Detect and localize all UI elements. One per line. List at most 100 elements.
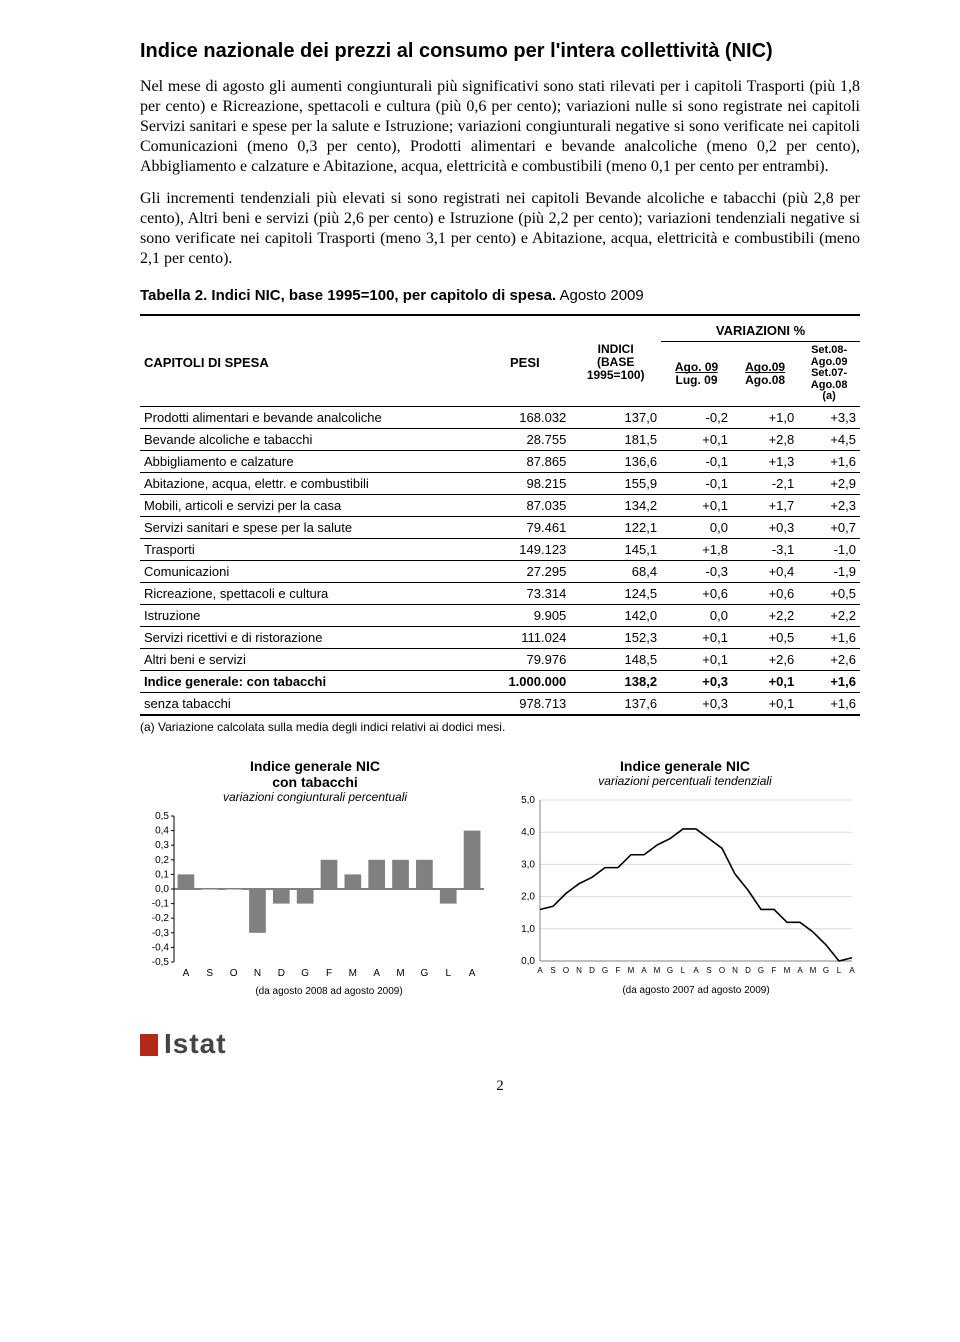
table-cell: 168.032 bbox=[479, 406, 570, 428]
col-indici: INDICI (BASE 1995=100) bbox=[570, 320, 661, 406]
table-cell: Servizi ricettivi e di ristorazione bbox=[140, 626, 479, 648]
bar-chart-box: Indice generale NIC con tabacchi variazi… bbox=[140, 758, 490, 1000]
table-row: Prodotti alimentari e bevande analcolich… bbox=[140, 406, 860, 428]
logo-accent-bar bbox=[140, 1034, 158, 1056]
table-row: Ricreazione, spettacoli e cultura73.3141… bbox=[140, 582, 860, 604]
svg-text:N: N bbox=[732, 966, 738, 975]
line-chart-sub: variazioni percentuali tendenziali bbox=[510, 774, 860, 788]
line-chart-box: Indice generale NIC variazioni percentua… bbox=[510, 758, 860, 1000]
svg-text:G: G bbox=[420, 968, 428, 979]
svg-text:N: N bbox=[254, 968, 261, 979]
table-cell: +0,1 bbox=[661, 648, 732, 670]
col-v1a: Ago. 09 bbox=[675, 360, 718, 374]
table-cell: 137,6 bbox=[570, 692, 661, 715]
svg-text:D: D bbox=[745, 966, 751, 975]
table-cell: +0,3 bbox=[661, 692, 732, 715]
table-cell: 145,1 bbox=[570, 538, 661, 560]
table-cell: 124,5 bbox=[570, 582, 661, 604]
table-cell: 142,0 bbox=[570, 604, 661, 626]
table-cell: 134,2 bbox=[570, 494, 661, 516]
table-cell: 1.000.000 bbox=[479, 670, 570, 692]
table-cell: +3,3 bbox=[798, 406, 860, 428]
svg-text:0,0: 0,0 bbox=[155, 884, 169, 895]
table-cell: -1,9 bbox=[798, 560, 860, 582]
table-cell: +2,2 bbox=[732, 604, 798, 626]
svg-text:S: S bbox=[550, 966, 555, 975]
svg-text:O: O bbox=[719, 966, 725, 975]
page-number: 2 bbox=[140, 1078, 860, 1095]
table-cell: 138,2 bbox=[570, 670, 661, 692]
table-cell: 136,6 bbox=[570, 450, 661, 472]
col-v2: Ago.09 Ago.08 bbox=[732, 342, 798, 407]
table-row: Comunicazioni27.29568,4-0,3+0,4-1,9 bbox=[140, 560, 860, 582]
svg-text:D: D bbox=[589, 966, 595, 975]
svg-text:D: D bbox=[278, 968, 285, 979]
table-cell: +0,1 bbox=[732, 692, 798, 715]
svg-text:M: M bbox=[784, 966, 791, 975]
col-pesi: PESI bbox=[479, 320, 570, 406]
svg-text:A: A bbox=[641, 966, 647, 975]
svg-text:G: G bbox=[667, 966, 673, 975]
svg-text:M: M bbox=[396, 968, 404, 979]
table-caption: Tabella 2. Indici NIC, base 1995=100, pe… bbox=[140, 287, 860, 304]
table-cell: 122,1 bbox=[570, 516, 661, 538]
svg-text:-0,5: -0,5 bbox=[152, 957, 170, 968]
table-cell: 0,0 bbox=[661, 516, 732, 538]
table-cell: +1,6 bbox=[798, 450, 860, 472]
charts-row: Indice generale NIC con tabacchi variazi… bbox=[140, 758, 860, 1000]
svg-text:-0,1: -0,1 bbox=[152, 898, 170, 909]
table-cell: +2,2 bbox=[798, 604, 860, 626]
bar-chart-svg: -0,5-0,4-0,3-0,2-0,10,00,10,20,30,40,5AS… bbox=[140, 810, 490, 1000]
table-row: senza tabacchi978.713137,6+0,3+0,1+1,6 bbox=[140, 692, 860, 715]
table-cell: 149.123 bbox=[479, 538, 570, 560]
svg-text:A: A bbox=[183, 968, 190, 979]
table-cell: 148,5 bbox=[570, 648, 661, 670]
table-row: Altri beni e servizi79.976148,5+0,1+2,6+… bbox=[140, 648, 860, 670]
table-row: Indice generale: con tabacchi1.000.00013… bbox=[140, 670, 860, 692]
table-cell: -3,1 bbox=[732, 538, 798, 560]
table-cell: 79.461 bbox=[479, 516, 570, 538]
table-cell: +2,9 bbox=[798, 472, 860, 494]
table-cell: Comunicazioni bbox=[140, 560, 479, 582]
table-cell: +1,6 bbox=[798, 692, 860, 715]
svg-text:2,0: 2,0 bbox=[521, 891, 535, 902]
table-cell: 9.905 bbox=[479, 604, 570, 626]
indices-table: CAPITOLI DI SPESA PESI INDICI (BASE 1995… bbox=[140, 314, 860, 716]
table-cell: 137,0 bbox=[570, 406, 661, 428]
table-cell: +0,7 bbox=[798, 516, 860, 538]
table-cell: +4,5 bbox=[798, 428, 860, 450]
table-body: Prodotti alimentari e bevande analcolich… bbox=[140, 406, 860, 715]
table-cell: Altri beni e servizi bbox=[140, 648, 479, 670]
col-variazioni: VARIAZIONI % bbox=[661, 320, 860, 342]
table-row: Istruzione9.905142,00,0+2,2+2,2 bbox=[140, 604, 860, 626]
svg-text:G: G bbox=[301, 968, 309, 979]
table-cell: +0,5 bbox=[798, 582, 860, 604]
svg-text:0,4: 0,4 bbox=[155, 825, 169, 836]
table-row: Bevande alcoliche e tabacchi28.755181,5+… bbox=[140, 428, 860, 450]
table-cell: 87.865 bbox=[479, 450, 570, 472]
logo-text: Istat bbox=[164, 1028, 227, 1060]
table-cell: Ricreazione, spettacoli e cultura bbox=[140, 582, 479, 604]
table-cell: +0,1 bbox=[661, 428, 732, 450]
svg-text:G: G bbox=[758, 966, 764, 975]
svg-text:(da agosto 2007 ad agosto 2009: (da agosto 2007 ad agosto 2009) bbox=[622, 985, 769, 996]
table-row: Servizi ricettivi e di ristorazione111.0… bbox=[140, 626, 860, 648]
table-row: Servizi sanitari e spese per la salute79… bbox=[140, 516, 860, 538]
line-chart-svg: 0,01,02,03,04,05,0ASONDGFMAMGLASONDGFMAM… bbox=[510, 794, 860, 999]
table-cell: -1,0 bbox=[798, 538, 860, 560]
svg-text:A: A bbox=[693, 966, 699, 975]
table-cell: 98.215 bbox=[479, 472, 570, 494]
table-cell: +0,1 bbox=[661, 494, 732, 516]
col-v1: Ago. 09 Lug. 09 bbox=[661, 342, 732, 407]
col-v3: Set.08- Ago.09 Set.07- Ago.08 (a) bbox=[798, 342, 860, 407]
document-page: Indice nazionale dei prezzi al consumo p… bbox=[0, 0, 960, 1115]
table-cell: -0,1 bbox=[661, 472, 732, 494]
svg-text:F: F bbox=[326, 968, 332, 979]
table-cell: 27.295 bbox=[479, 560, 570, 582]
table-cell: +2,8 bbox=[732, 428, 798, 450]
svg-text:-0,4: -0,4 bbox=[152, 942, 170, 953]
table-cell: 87.035 bbox=[479, 494, 570, 516]
table-cell: 0,0 bbox=[661, 604, 732, 626]
svg-text:S: S bbox=[206, 968, 213, 979]
table-cell: +1,6 bbox=[798, 670, 860, 692]
